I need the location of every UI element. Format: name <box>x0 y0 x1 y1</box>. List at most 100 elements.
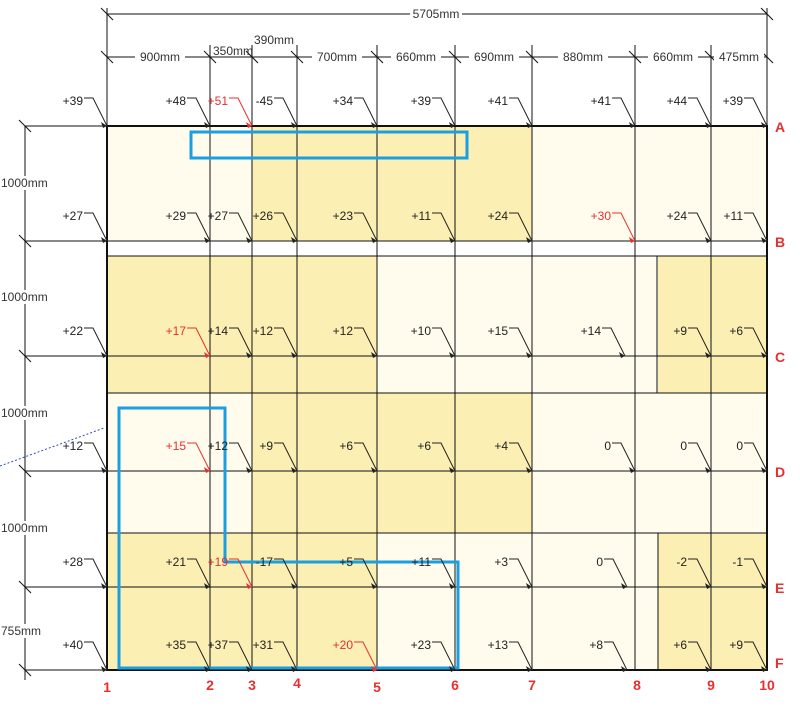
level-leader-a10 <box>744 97 768 127</box>
level-value-e4: -17 <box>256 555 274 569</box>
level-value-b3: +27 <box>208 209 229 223</box>
level-value-a6: +39 <box>411 94 432 108</box>
level-arrowhead-c1 <box>101 352 107 358</box>
level-arrowhead-f4 <box>291 666 297 672</box>
level-value-b9: +24 <box>667 209 688 223</box>
level-arrowhead-d7 <box>526 467 532 473</box>
col-label-9: 9 <box>707 677 715 693</box>
level-leader-a5 <box>354 97 378 127</box>
level-arrowhead-a9 <box>705 122 711 128</box>
level-leader-a7 <box>509 97 533 127</box>
dim-h-8: 660mm <box>653 50 693 64</box>
level-value-b5: +23 <box>333 209 354 223</box>
level-leader-f9 <box>688 641 712 671</box>
level-leader-d8 <box>612 442 636 472</box>
level-arrowhead-c8 <box>619 352 625 358</box>
col-label-1: 1 <box>103 679 111 695</box>
level-arrowhead-d8 <box>629 467 635 473</box>
level-leader-a9 <box>688 97 712 127</box>
level-leader-c6 <box>432 327 456 357</box>
level-value-b7: +24 <box>488 209 509 223</box>
col-label-5: 5 <box>373 679 381 695</box>
level-value-d7: +4 <box>494 439 508 453</box>
level-value-d2: +15 <box>166 439 187 453</box>
level-arrowhead-e8 <box>621 583 627 589</box>
level-value-a1: +39 <box>63 94 84 108</box>
level-value-f1: +40 <box>63 638 84 652</box>
level-arrowhead-b3 <box>246 237 252 243</box>
level-arrowhead-d6 <box>449 467 455 473</box>
row-label-f: F <box>775 655 784 671</box>
level-leader-f7 <box>509 641 533 671</box>
level-leader-e8 <box>604 558 628 588</box>
level-leader-b6 <box>432 212 456 242</box>
level-arrowhead-b5 <box>371 237 377 243</box>
level-value-e3: +19 <box>208 555 229 569</box>
level-leader-c5 <box>354 327 378 357</box>
dim-v-5: 755mm <box>1 624 41 638</box>
level-value-b6: +11 <box>412 209 432 223</box>
level-value-e10: -1 <box>732 555 743 569</box>
level-arrowhead-d3 <box>246 467 252 473</box>
level-leader-b7 <box>509 212 533 242</box>
level-value-f4: +31 <box>253 638 274 652</box>
level-value-f2: +35 <box>166 638 187 652</box>
level-arrowhead-d1 <box>101 467 107 473</box>
col-label-6: 6 <box>451 677 459 693</box>
dim-h-9: 475mm <box>719 50 759 64</box>
level-leader-d9 <box>688 442 712 472</box>
level-leader-d7 <box>509 442 533 472</box>
dim-v-3: 1000mm <box>1 406 48 420</box>
level-arrowhead-f2 <box>204 666 210 672</box>
level-arrowhead-f5 <box>371 666 377 672</box>
level-arrowhead-a4 <box>291 122 297 128</box>
level-arrowhead-b6 <box>449 237 455 243</box>
level-leader-a6 <box>432 97 456 127</box>
level-leader-c8 <box>602 327 626 357</box>
level-value-e6: +11 <box>412 555 432 569</box>
level-value-e9: -2 <box>676 555 687 569</box>
level-value-d6: +6 <box>417 439 431 453</box>
level-arrowhead-c6 <box>449 352 455 358</box>
level-value-d10: 0 <box>736 439 743 453</box>
level-arrowhead-b7 <box>526 237 532 243</box>
level-arrowhead-e5 <box>371 583 377 589</box>
level-leader-c1 <box>84 327 108 357</box>
level-arrowhead-e4 <box>291 583 297 589</box>
highlight-top-strip <box>189 130 469 160</box>
level-leader-c3 <box>229 327 253 357</box>
level-arrowhead-a7 <box>526 122 532 128</box>
level-arrowhead-a6 <box>449 122 455 128</box>
level-value-d5: +6 <box>339 439 353 453</box>
level-leader-d6 <box>432 442 456 472</box>
dim-h-5: 660mm <box>396 50 436 64</box>
dim-h-1: 900mm <box>140 50 180 64</box>
level-value-a7: +41 <box>488 94 509 108</box>
level-value-b8: +30 <box>591 209 612 223</box>
level-leader-d5 <box>354 442 378 472</box>
level-value-f8: +8 <box>589 638 603 652</box>
level-arrowhead-c4 <box>291 352 297 358</box>
dim-h-4: 700mm <box>317 50 357 64</box>
dimension-texts: 5705mm 900mm 350mm 390mm 700mm 660mm 690… <box>0 7 764 638</box>
plan-outline <box>106 125 768 671</box>
level-arrowhead-b8 <box>629 237 635 243</box>
dim-total: 5705mm <box>413 7 460 21</box>
level-value-e1: +28 <box>63 555 84 569</box>
level-value-c6: +10 <box>411 324 432 338</box>
level-arrowhead-e1 <box>101 583 107 589</box>
col-label-8: 8 <box>633 677 641 693</box>
level-arrowhead-b2 <box>204 237 210 243</box>
level-arrowhead-c2 <box>204 352 210 358</box>
level-arrowhead-a8 <box>629 122 635 128</box>
level-leader-e7 <box>509 558 533 588</box>
level-leader-b3 <box>229 212 253 242</box>
cell-fills <box>107 126 767 670</box>
level-value-a8: +41 <box>591 94 612 108</box>
level-arrowhead-d10 <box>761 467 767 473</box>
level-value-a2: +48 <box>166 94 187 108</box>
level-leader-e6 <box>432 558 456 588</box>
row-label-a: A <box>775 119 785 135</box>
level-leader-d1 <box>84 442 108 472</box>
level-arrowhead-c9 <box>705 352 711 358</box>
